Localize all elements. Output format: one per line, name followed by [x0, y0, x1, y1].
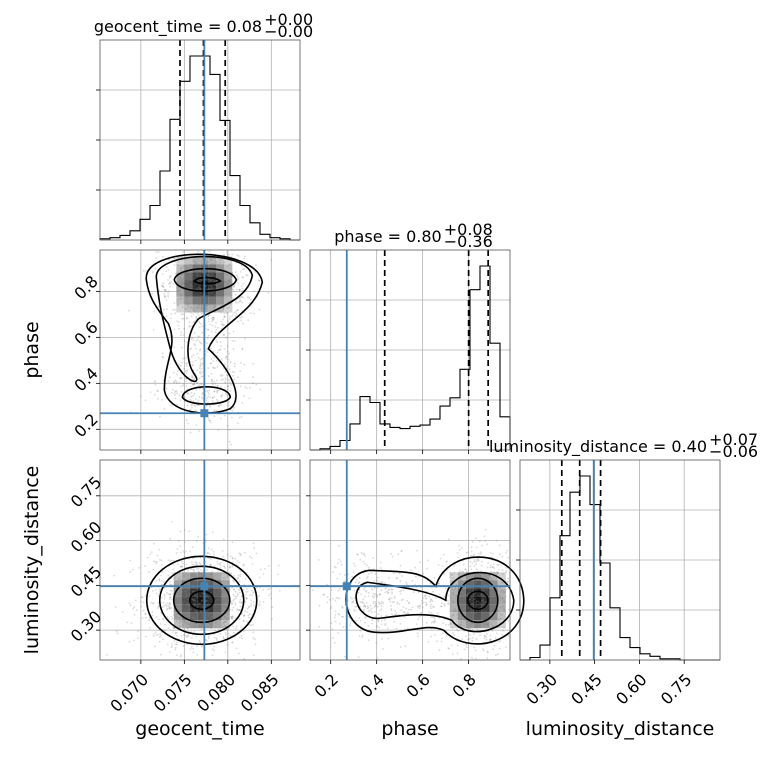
contour-line — [188, 590, 215, 611]
posterior-samples — [311, 528, 510, 660]
x-tick-label: 0.8 — [449, 670, 480, 701]
contour-line — [155, 255, 254, 383]
y-axis-label-luminosity_distance: luminosity_distance — [21, 466, 43, 655]
x-tick-label: 0.75 — [657, 670, 696, 709]
density-map — [176, 256, 233, 313]
samples-layer — [106, 250, 510, 660]
density-layer — [173, 256, 506, 629]
x-axis-label-geocent_time: geocent_time — [135, 718, 264, 740]
x-tick-label: 0.075 — [150, 670, 196, 716]
gridlines — [100, 250, 300, 450]
title-lower-error: −0.36 — [444, 232, 493, 251]
contours — [345, 556, 525, 645]
truth-point — [342, 582, 351, 591]
contour-line — [145, 253, 264, 414]
title-luminosity_distance: luminosity_distance = 0.40 +0.07−0.06 — [489, 430, 758, 461]
x-tick-label: 0.45 — [567, 670, 606, 709]
title-lower-error: −0.00 — [264, 22, 313, 41]
title-upper-error: +0.00 — [264, 10, 313, 29]
scatter-panel-distance-vs-phase — [309, 459, 511, 661]
histogram-geocent_time — [99, 55, 300, 241]
title-main: luminosity_distance = 0.40 — [489, 437, 707, 457]
histogram-luminosity_distance — [520, 475, 720, 661]
title-main: phase = 0.80 — [334, 227, 441, 246]
x-tick-label: 0.60 — [612, 670, 651, 709]
y-tick-label: 0.2 — [70, 410, 101, 441]
title-lower-error: −0.06 — [709, 442, 758, 461]
scatter-panel-distance-vs-geocent-time — [99, 459, 301, 661]
y-tick-label: 0.6 — [70, 318, 101, 349]
x-tick-label: 0.6 — [403, 670, 434, 701]
y-axis-label-phase: phase — [21, 321, 43, 378]
histogram-phase — [310, 265, 511, 451]
contour-line — [457, 577, 499, 624]
contour-line — [181, 386, 232, 405]
truth-layer — [100, 40, 595, 660]
x-tick-label: 0.085 — [237, 670, 283, 716]
title-upper-error: +0.07 — [709, 430, 758, 449]
truth-point — [200, 409, 209, 418]
truth-point — [200, 582, 209, 591]
density-map — [449, 572, 506, 629]
x-axis-label-phase: phase — [381, 718, 438, 740]
contour-line — [158, 565, 245, 636]
contour-layer — [145, 253, 525, 646]
gridlines — [100, 40, 300, 240]
title-upper-error: +0.08 — [444, 220, 493, 239]
contour-line — [145, 555, 258, 646]
contours — [145, 253, 264, 414]
density-map — [173, 572, 230, 629]
contours — [145, 555, 258, 646]
x-axis-label-luminosity_distance: luminosity_distance — [526, 718, 715, 740]
contour-line — [467, 590, 489, 611]
title-layer: geocent_time = 0.08 +0.00−0.00 phase = 0.8… — [94, 10, 758, 461]
contour-line — [345, 556, 525, 645]
axis-label-layer: geocent_time phase luminosity_distancephas… — [21, 321, 714, 740]
x-tick-label: 0.070 — [106, 670, 152, 716]
gridlines — [310, 460, 510, 660]
contour-line — [193, 276, 222, 285]
title-main: geocent_time = 0.08 — [94, 17, 262, 37]
x-tick-label: 0.2 — [311, 670, 342, 701]
contour-line — [355, 571, 515, 633]
title-geocent_time: geocent_time = 0.08 +0.00−0.00 — [94, 10, 313, 41]
y-tick-label: 0.8 — [70, 272, 101, 303]
title-phase: phase = 0.80 +0.08−0.36 — [334, 220, 493, 251]
scatter-panel-phase-vs-geocent-time — [99, 249, 301, 451]
contour-line — [172, 577, 231, 624]
x-tick-label: 0.30 — [523, 670, 562, 709]
x-tick-label: 0.4 — [357, 670, 388, 701]
x-tick-label: 0.080 — [193, 670, 239, 716]
contour-line — [173, 267, 238, 292]
y-tick-label: 0.4 — [70, 364, 101, 395]
